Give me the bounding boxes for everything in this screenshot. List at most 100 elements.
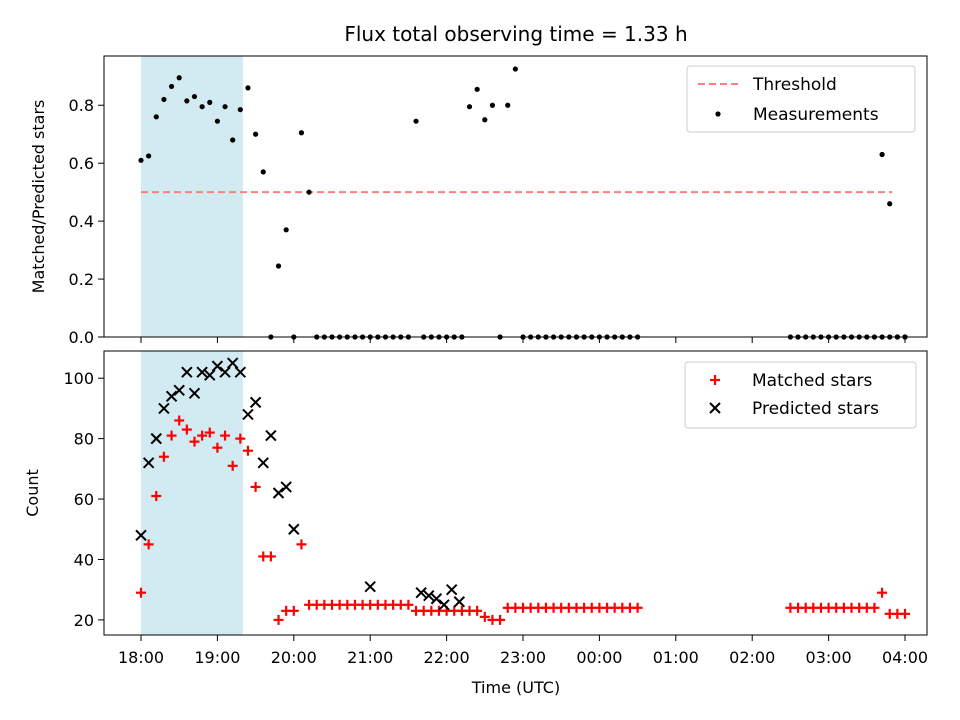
x-tick-label-9: 03:00 [806,648,852,667]
legend-matched-swatch [710,375,720,385]
predicted-point-15 [249,396,262,409]
measurement-point-46 [489,102,496,108]
top-observing-window [141,56,243,337]
matched-point-17 [265,551,276,562]
matched-point-8 [197,430,208,441]
bottom-panel: 20 40 60 80 100 Count Matched stars Predicte… [23,350,928,636]
matched-point-14 [242,445,253,456]
bottom-legend: Matched stars Predicted stars [684,361,917,429]
measurement-point-7 [191,93,198,100]
matched-point-6 [181,424,192,435]
matched-point-3 [158,451,169,462]
predicted-point-13 [234,366,247,378]
predicted-point-4 [165,390,178,403]
top-y-tick-label-4: 0.8 [69,96,94,115]
legend-matched-label: Matched stars [752,371,872,391]
matched-point-21 [296,539,307,550]
matched-point-44 [472,605,483,616]
matched-point-13 [235,433,246,444]
predicted-point-9 [204,369,216,381]
matched-stars-series [136,415,910,625]
x-tick-label-3: 21:00 [347,648,393,667]
measurement-point-4 [168,83,175,90]
x-tick-label-0: 18:00 [118,648,164,667]
bottom-y-tick-label-2: 60 [74,490,94,509]
top-y-label: Matched/Predicted stars [29,100,48,294]
top-axes-frame [103,55,928,338]
predicted-point-23 [423,590,435,602]
x-tick-label-8: 02:00 [729,648,775,667]
matched-point-65 [632,602,643,613]
measurement-point-8 [199,104,205,110]
x-tick-label-5: 23:00 [500,648,546,667]
predicted-point-10 [211,360,224,372]
measurement-point-43 [466,104,473,110]
predicted-point-16 [257,457,269,469]
measurement-point-9 [207,99,213,105]
measurement-point-1 [146,153,152,159]
predicted-point-26 [445,583,458,596]
x-tick-label-1: 19:00 [194,648,240,667]
top-y-tick-label-3: 0.6 [69,154,94,173]
matched-point-78 [877,587,888,598]
predicted-point-12 [226,357,239,369]
matched-point-35 [403,599,414,610]
predicted-point-27 [453,596,466,608]
chart-title: Flux total observing time = 1.33 h [344,22,687,46]
predicted-point-14 [242,408,254,421]
predicted-point-25 [438,599,450,611]
measurement-point-0 [138,157,144,163]
bottom-y-tick-label-0: 20 [74,611,94,630]
matched-point-10 [212,442,223,453]
measurement-point-44 [474,86,480,92]
measurement-point-19 [283,227,289,233]
predicted-point-1 [142,457,155,469]
matched-point-4 [166,430,177,441]
measurement-point-82 [879,151,885,158]
measurement-point-15 [253,131,259,137]
legend-measurements-label: Measurements [753,105,879,125]
measurement-point-14 [245,85,251,91]
measurement-point-3 [161,96,167,103]
legend-predicted-label: Predicted stars [752,399,879,419]
x-axis: 18:00 19:00 20:00 21:00 22:00 23:00 00:00 01:00… [118,337,928,667]
matched-point-18 [273,614,284,625]
measurement-point-10 [214,118,220,124]
matched-point-5 [174,415,185,426]
x-tick-label-2: 20:00 [271,648,317,667]
predicted-point-2 [150,432,162,445]
predicted-point-8 [196,366,208,378]
matched-point-1 [143,539,154,550]
predicted-point-7 [188,387,201,400]
legend-measurements-swatch [715,111,721,117]
top-panel: 0.00.20.40.60.8 Matched/Predicted stars … [29,55,928,347]
legend-threshold-label: Threshold [752,75,837,95]
matched-point-11 [220,430,231,441]
matched-point-47 [495,614,506,625]
measurement-point-48 [505,102,511,108]
x-tick-label-6: 00:00 [576,648,622,667]
predicted-point-5 [173,384,185,396]
matched-point-15 [250,481,261,492]
matched-point-2 [151,491,162,502]
bottom-y-tick-label-4: 100 [63,369,94,388]
bottom-axes-frame [103,350,928,636]
measurement-point-45 [482,117,488,123]
matched-point-12 [227,460,238,471]
bottom-y-tick-label-3: 80 [74,430,94,449]
x-tick-label-7: 01:00 [653,648,699,667]
bottom-y-label: Count [23,469,42,517]
measurement-point-36 [413,118,419,124]
measurement-point-13 [237,106,243,113]
predicted-point-22 [415,586,427,599]
bottom-y-axis: 20 40 60 80 100 [63,369,104,630]
predicted-point-17 [265,429,277,442]
measurement-point-6 [184,98,190,104]
matched-point-45 [479,611,490,622]
top-y-tick-label-1: 0.2 [69,270,94,289]
x-tick-label-4: 22:00 [424,648,470,667]
matched-point-0 [136,587,146,598]
x-axis-label: Time (UTC) [471,678,560,697]
legend-predicted-swatch [709,402,721,414]
